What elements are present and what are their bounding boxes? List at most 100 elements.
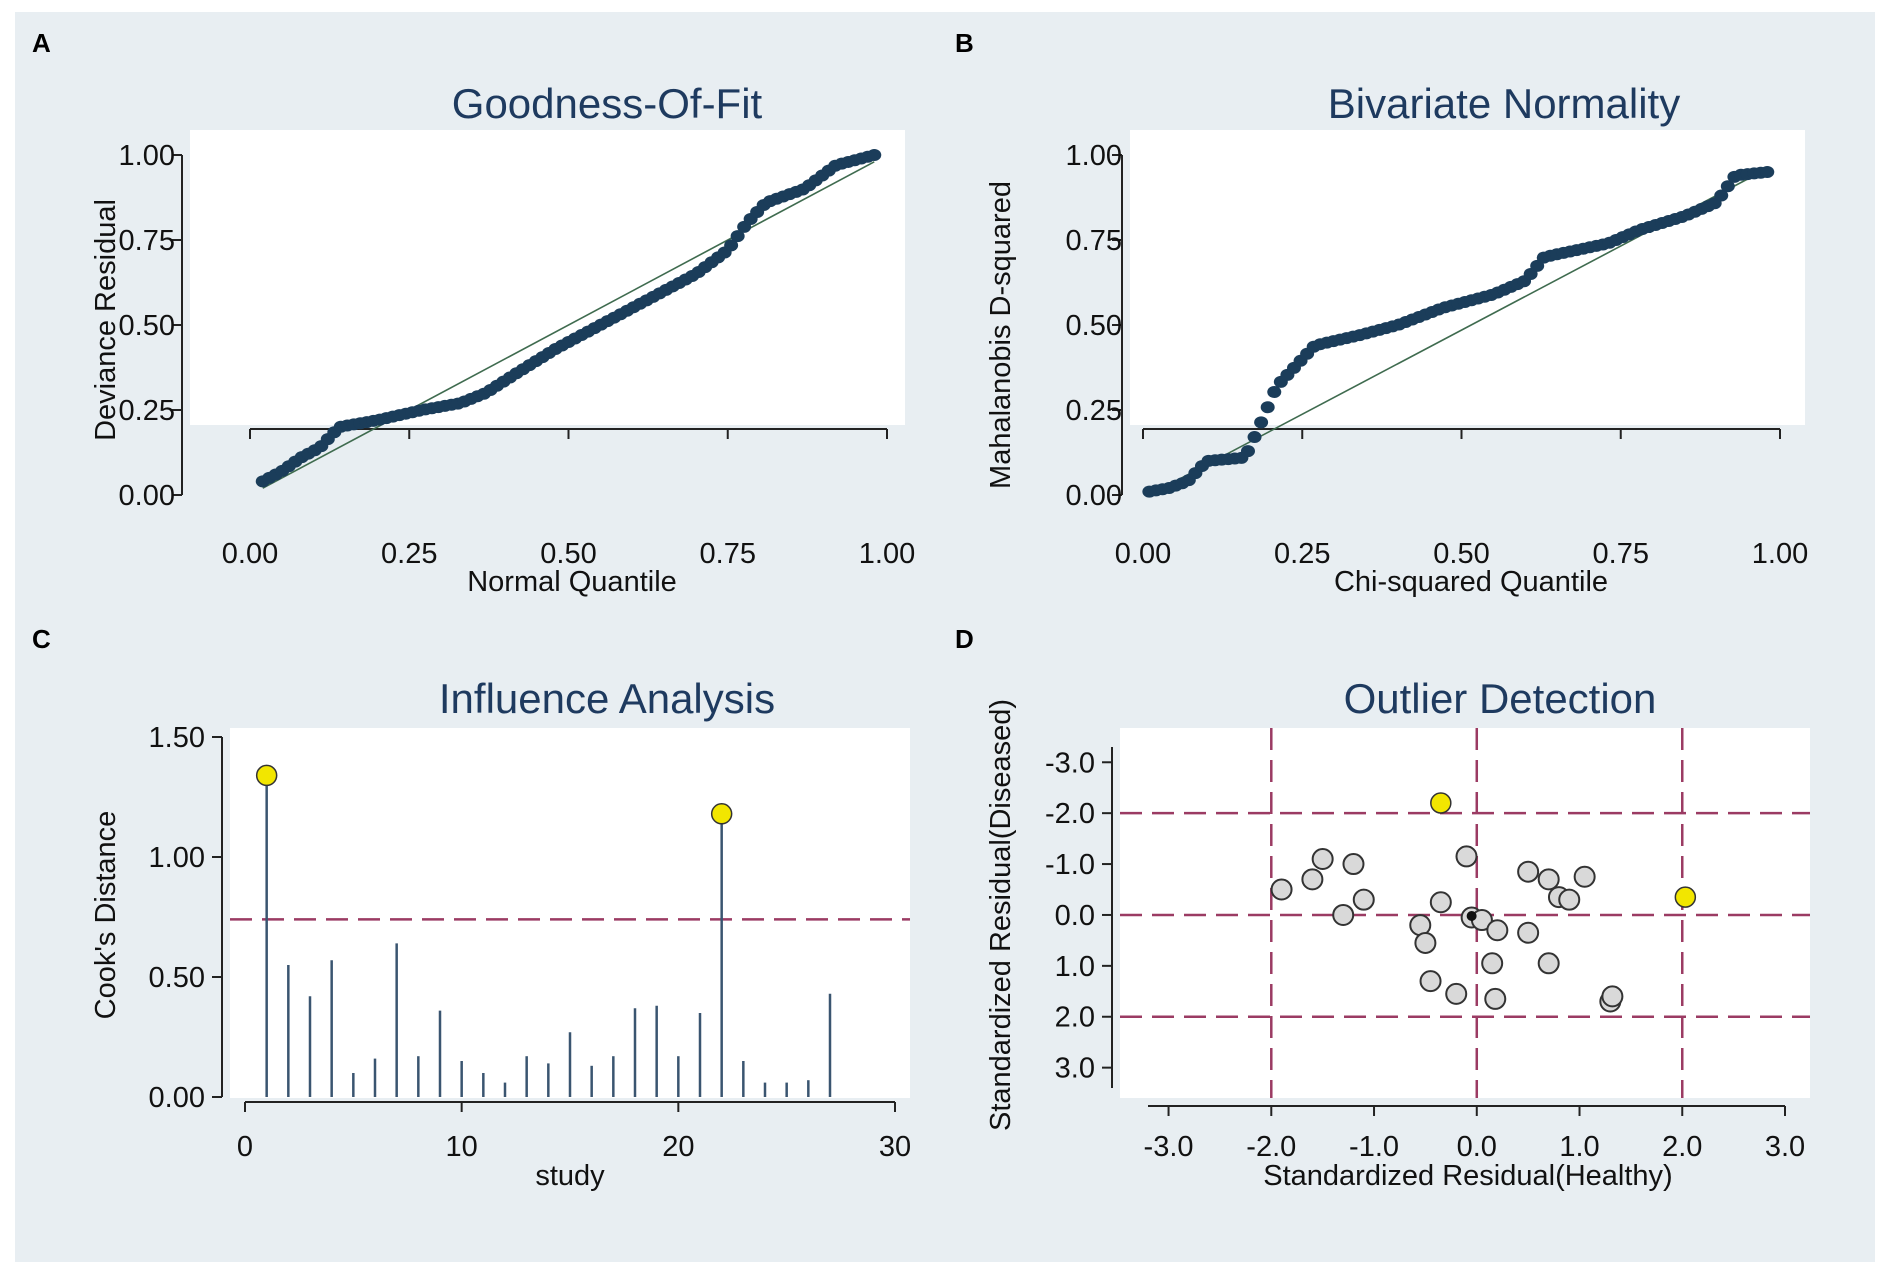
panel-d-x-tick-label: 1.0 (1559, 1131, 1599, 1163)
panel-d-data-point (1414, 931, 1437, 954)
panel-c-y-tick-label: 0.50 (149, 962, 205, 994)
panel-c-axes: 0 10 20 30 0.00 0.50 1.00 1.50 (149, 722, 912, 1163)
panel-c-ylabel: Cook's Distance (90, 811, 122, 1020)
panel-c-y-tick-label: 1.50 (149, 722, 205, 754)
panel-d-data-points (1270, 792, 1697, 1013)
panel-a-y-tick-label: 0.00 (119, 480, 175, 512)
panel-d-data-point (1311, 847, 1334, 870)
panel-d-data-point (1352, 888, 1375, 911)
panel-d-x-tick-label: 3.0 (1765, 1131, 1805, 1163)
panel-a-plot: 0.00 0.25 0.50 0.75 1.00 0.00 0.25 0.50 0.75 1.00 (119, 130, 916, 570)
panel-c-y-tick-label: 1.00 (149, 842, 205, 874)
panel-b-data-point (1254, 416, 1269, 429)
panel-d-plot: -3.0 -2.0 -1.0 0.0 1.0 2.0 3.0 3.0 2.0 1.0 0.0 -1.0… (1045, 728, 1810, 1163)
panel-a-fit-line (262, 161, 875, 489)
panel-a: A Goodness-Of-Fit Deviance Residual Norm… (32, 28, 915, 598)
panel-a-y-tick-label: 1.00 (119, 140, 175, 172)
panel-b-x-tick-label: 0.25 (1274, 538, 1330, 570)
panel-b-y-tick-label: 1.00 (1066, 140, 1122, 172)
panel-d-data-point (1455, 845, 1478, 868)
panel-b-plot: 0.00 0.25 0.50 0.75 1.00 0.00 0.25 0.50 0.75 1.00 (1066, 130, 1809, 570)
panel-letter-a: A (32, 28, 51, 58)
panel-d-y-tick-label: -3.0 (1045, 747, 1095, 779)
panel-d-data-point (1517, 860, 1540, 883)
panel-d-axes: -3.0 -2.0 -1.0 0.0 1.0 2.0 3.0 3.0 2.0 1.0 0.0 -1.0… (1045, 747, 1805, 1163)
panel-a-y-tick-label: 0.25 (119, 395, 175, 427)
panel-b-data-point (1714, 189, 1729, 202)
panel-d-data-point (1342, 853, 1365, 876)
panel-d-y-tick-label: 1.0 (1055, 951, 1095, 983)
panel-d-ylabel: Standardized Residual(Diseased) (985, 699, 1017, 1131)
panel-b-x-tick-label: 0.50 (1433, 538, 1489, 570)
panel-a-x-tick-label: 0.00 (222, 538, 278, 570)
panel-b-axes: 0.00 0.25 0.50 0.75 1.00 0.00 0.25 0.50 0.75 1.00 (1066, 140, 1809, 570)
panel-a-data-points (255, 149, 882, 488)
panel-d-outlier-point (1430, 792, 1452, 814)
panel-d-data-point (1481, 952, 1504, 975)
panel-b-xlabel: Chi-squared Quantile (1334, 566, 1608, 598)
panel-d-y-tick-label: -1.0 (1045, 849, 1095, 881)
panel-b-data-point (1720, 180, 1735, 193)
panel-a-xlabel: Normal Quantile (467, 566, 677, 598)
panel-c-title: Influence Analysis (439, 675, 775, 722)
panel-c-xlabel: study (535, 1160, 605, 1192)
panel-d-x-tick-label: 0.0 (1457, 1131, 1497, 1163)
panel-c-x-tick-label: 30 (879, 1131, 911, 1163)
panel-d-y-tick-label: 2.0 (1055, 1002, 1095, 1034)
panel-d-data-point (1517, 921, 1540, 944)
panel-b-data-points (1142, 166, 1775, 498)
panel-b-data-point (1760, 166, 1775, 178)
panel-d-data-point (1601, 985, 1624, 1008)
panel-c-x-tick-label: 20 (662, 1131, 694, 1163)
panel-d-y-tick-label: -2.0 (1045, 798, 1095, 830)
panel-d-data-point (1558, 888, 1581, 911)
panel-b-data-point (1260, 401, 1275, 414)
panel-a-axes: 0.00 0.25 0.50 0.75 1.00 0.00 0.25 0.50 0.75 1.00 (119, 140, 916, 570)
panel-d: D Outlier Detection Standardized Residua… (955, 624, 1810, 1192)
panel-d-data-point (1270, 878, 1293, 901)
panel-b-y-tick-label: 0.75 (1066, 225, 1122, 257)
panel-d-data-point (1301, 868, 1324, 891)
panel-b: B Bivariate Normality Mahalanobis D-squa… (955, 28, 1808, 598)
panel-a-data-point (730, 230, 745, 243)
panel-d-data-point (1445, 982, 1468, 1005)
panel-d-data-point (1573, 865, 1596, 888)
panel-d-title: Outlier Detection (1344, 675, 1657, 722)
panel-d-x-tick-label: -3.0 (1144, 1131, 1194, 1163)
panel-a-ylabel: Deviance Residual (90, 199, 122, 441)
panel-b-data-point (1240, 445, 1255, 458)
panel-b-y-tick-label: 0.50 (1066, 310, 1122, 342)
panel-d-outlier-point (1674, 886, 1697, 908)
panel-letter-d: D (955, 624, 974, 654)
panel-d-x-tick-label: -2.0 (1246, 1131, 1296, 1163)
panel-c-y-tick-label: 0.00 (149, 1082, 205, 1114)
panel-a-y-tick-label: 0.50 (119, 310, 175, 342)
panel-d-data-point (1537, 868, 1560, 891)
panel-d-y-tick-label: 0.0 (1055, 900, 1095, 932)
panel-d-data-point (1419, 970, 1442, 993)
panel-d-reference-lines (1120, 728, 1810, 1098)
panel-c-x-tick-label: 0 (237, 1131, 253, 1163)
panel-d-data-point (1429, 891, 1452, 914)
panel-c-stems (255, 764, 832, 1097)
panel-a-x-tick-label: 0.75 (700, 538, 756, 570)
panel-d-x-tick-label: -1.0 (1349, 1131, 1399, 1163)
panel-b-x-tick-label: 0.75 (1593, 538, 1649, 570)
panel-a-data-point (724, 239, 739, 252)
panel-a-data-point (867, 149, 882, 161)
panel-d-data-point (1537, 952, 1560, 975)
panel-a-x-tick-label: 0.25 (381, 538, 437, 570)
panel-b-x-tick-label: 0.00 (1115, 538, 1171, 570)
panel-d-x-tick-label: 2.0 (1662, 1131, 1702, 1163)
panel-letter-b: B (955, 28, 974, 58)
panel-b-ylabel: Mahalanobis D-squared (985, 181, 1017, 489)
panel-letter-c: C (32, 624, 51, 654)
panel-c-influential-point (255, 764, 278, 787)
panel-a-x-tick-label: 0.50 (540, 538, 596, 570)
panel-b-data-point (1267, 385, 1282, 398)
panel-b-y-tick-label: 0.25 (1066, 395, 1122, 427)
panel-c-x-tick-label: 10 (446, 1131, 478, 1163)
panel-b-plot-area (1130, 130, 1805, 425)
panel-a-x-tick-label: 1.00 (859, 538, 915, 570)
panel-d-data-point (1484, 987, 1507, 1010)
